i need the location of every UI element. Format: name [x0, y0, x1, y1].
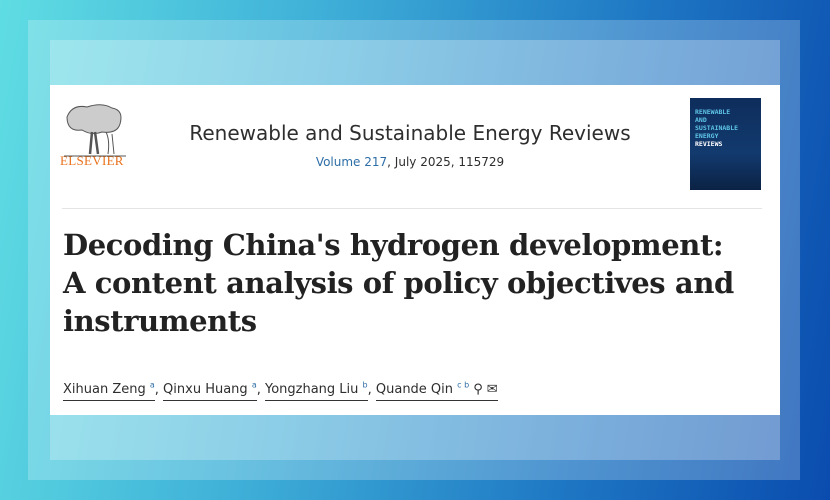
cover-text: REVIEWS: [695, 140, 723, 148]
volume-info: Volume 217, July 2025, 115729: [170, 155, 650, 169]
journal-title[interactable]: Renewable and Sustainable Energy Reviews: [189, 121, 631, 145]
author-link[interactable]: Yongzhang Liu b: [264, 381, 368, 402]
cover-text: RENEWABLE: [695, 108, 731, 116]
author-list: Xihuan Zeng a, Qinxu Huang a, Yongzhang …: [63, 381, 498, 402]
person-icon: ⚲: [473, 382, 483, 398]
article-title: Decoding China's hydrogen development: A…: [63, 228, 734, 338]
journal-cover[interactable]: RENEWABLE AND SUSTAINABLE ENERGY REVIEWS: [690, 98, 761, 190]
author-link[interactable]: Quande Qin c b ⚲ ✉: [375, 381, 498, 402]
author-link[interactable]: Qinxu Huang a: [163, 381, 257, 402]
cover-text: AND: [695, 116, 707, 124]
elsevier-tree-logo[interactable]: [62, 97, 128, 167]
issue-details: , July 2025, 115729: [387, 155, 505, 169]
cover-text: SUSTAINABLE: [695, 124, 739, 132]
publisher-name: ELSEVIER: [60, 153, 124, 168]
article-header-card: ELSEVIER Renewable and Sustainable Energ…: [50, 85, 780, 415]
volume-link[interactable]: Volume 217: [315, 155, 388, 169]
author-link[interactable]: Xihuan Zeng a: [63, 381, 155, 402]
divider: [62, 208, 762, 209]
cover-text: ENERGY: [695, 132, 719, 140]
envelope-icon[interactable]: ✉: [486, 382, 498, 398]
